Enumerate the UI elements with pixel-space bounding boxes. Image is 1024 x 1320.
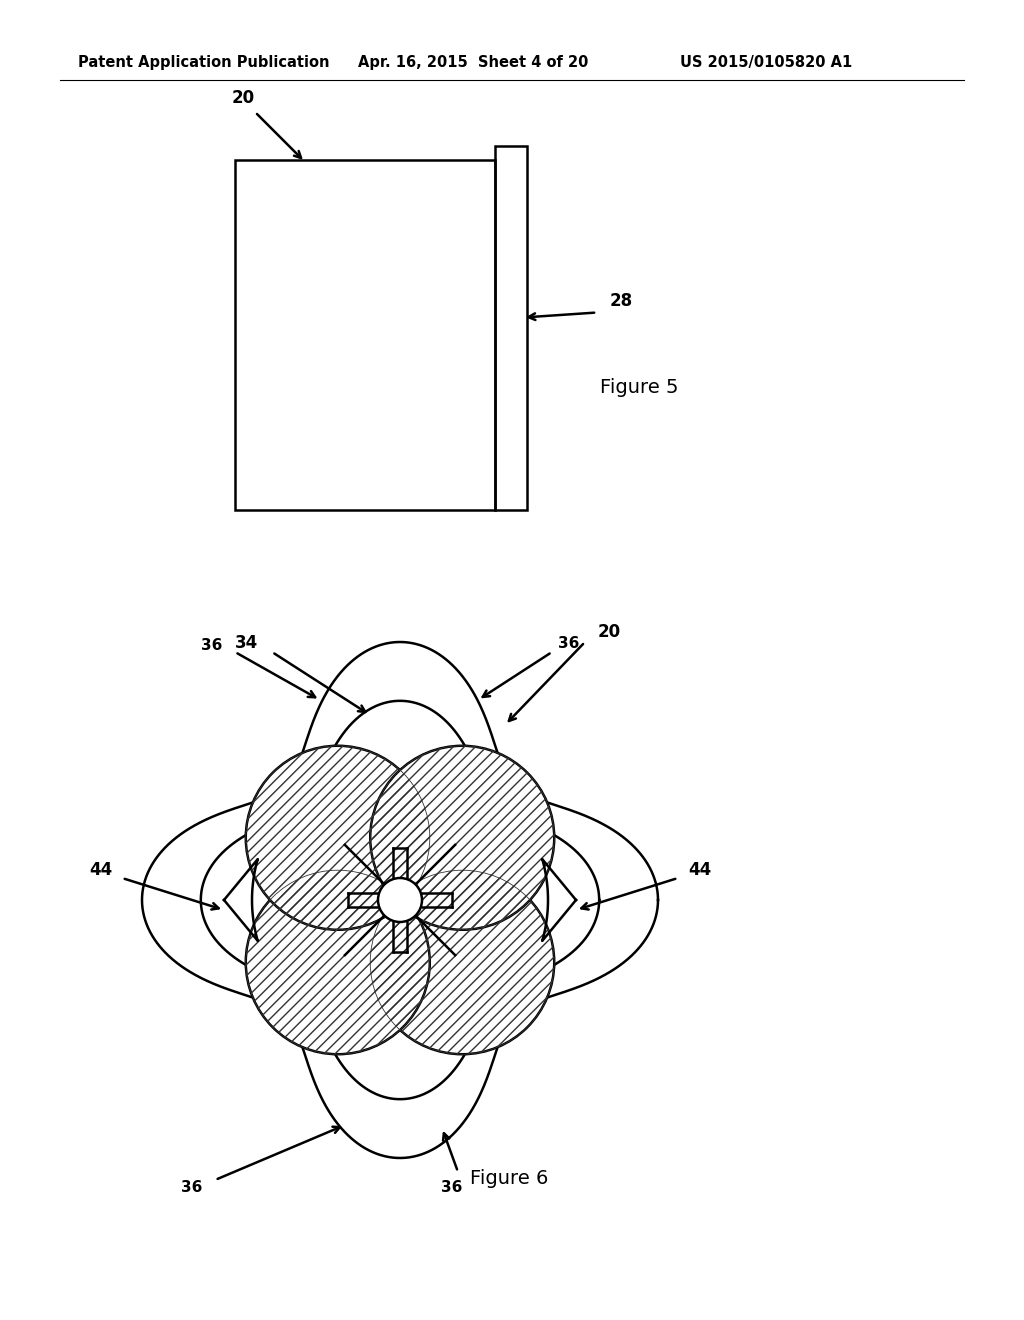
Text: 36: 36: [558, 635, 580, 651]
Text: Apr. 16, 2015  Sheet 4 of 20: Apr. 16, 2015 Sheet 4 of 20: [358, 54, 589, 70]
Text: 36: 36: [180, 1180, 202, 1196]
Text: Figure 5: Figure 5: [600, 378, 679, 397]
Text: 20: 20: [231, 88, 255, 107]
Text: 34: 34: [234, 634, 258, 652]
Circle shape: [246, 746, 430, 929]
Circle shape: [246, 870, 430, 1055]
Bar: [234, 160, 495, 510]
Circle shape: [378, 878, 422, 921]
Text: Patent Application Publication: Patent Application Publication: [78, 54, 330, 70]
Bar: [495, 147, 527, 510]
Text: US 2015/0105820 A1: US 2015/0105820 A1: [680, 54, 852, 70]
Circle shape: [371, 870, 554, 1055]
Text: 44: 44: [688, 861, 712, 879]
Text: 20: 20: [598, 623, 622, 642]
Text: 28: 28: [610, 292, 633, 309]
Text: 44: 44: [89, 861, 112, 879]
Circle shape: [371, 746, 554, 929]
Text: Figure 6: Figure 6: [470, 1168, 549, 1188]
Text: 36: 36: [441, 1180, 463, 1195]
Text: 36: 36: [201, 638, 222, 652]
